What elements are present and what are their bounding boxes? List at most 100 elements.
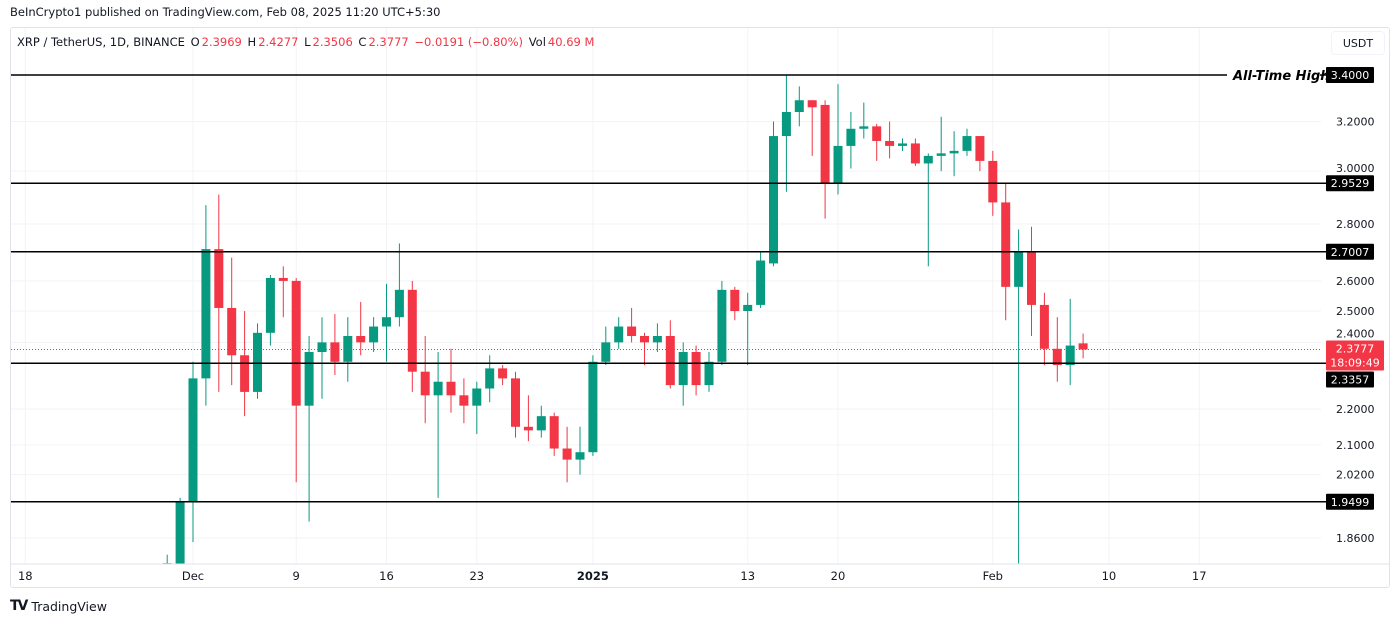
candle [665, 320, 675, 389]
candle-body [485, 368, 495, 389]
candle [923, 153, 933, 267]
candle-body [1039, 304, 1049, 349]
candle [833, 84, 843, 195]
time-tick-label: 18 [18, 569, 33, 583]
candle-body [936, 153, 946, 156]
candle [575, 426, 585, 475]
symbol-legend: XRP / TetherUS, 1D, BINANCE O 2.3969 H 2.4… [17, 35, 596, 49]
candle-body [394, 289, 404, 318]
price-tick-label: 2.5000 [1336, 305, 1375, 318]
candle-body [898, 143, 907, 146]
candle [717, 280, 727, 366]
price-tick-label: 2.1000 [1336, 439, 1375, 452]
close-value: 2.3777 [368, 35, 409, 49]
candle [691, 345, 701, 396]
candle-body [356, 335, 366, 343]
candle-body [730, 289, 740, 312]
candle [433, 352, 443, 498]
candle [523, 395, 533, 442]
candle [227, 257, 237, 386]
volume-label: Vol [528, 35, 546, 49]
price-tick-label: 2.2000 [1336, 403, 1375, 416]
candle [278, 266, 288, 318]
candle-body [214, 249, 224, 308]
candle-body [1078, 343, 1088, 350]
candle [872, 123, 882, 161]
candle [356, 301, 366, 356]
candle-body [253, 332, 262, 392]
candle-body [201, 249, 211, 379]
candle-body [536, 416, 546, 431]
candle-body [614, 326, 624, 343]
candle-body [704, 361, 714, 386]
candle [536, 405, 546, 438]
candle-body [601, 342, 611, 362]
candle-body [872, 126, 882, 141]
candle-body [562, 448, 572, 460]
candle-body [1001, 202, 1011, 287]
publisher-line: BeInCrypto1 published on TradingView.com… [10, 5, 441, 19]
candle-body [652, 335, 662, 343]
candle-body [291, 280, 301, 406]
candle-body [769, 136, 778, 264]
candle-body [304, 352, 314, 406]
candle-body [975, 136, 985, 161]
candle [781, 75, 791, 192]
open-label: O [190, 35, 200, 49]
candle-body [330, 342, 340, 362]
candle [549, 412, 559, 456]
candle-body [949, 150, 959, 154]
candle-body [859, 126, 869, 129]
level-price-badge [1326, 493, 1374, 510]
price-tick-label: 1.8600 [1336, 532, 1375, 545]
candle [614, 317, 624, 349]
price-tick-label: 3.0000 [1336, 162, 1375, 175]
candle-body [175, 501, 185, 564]
candle [588, 355, 598, 456]
high-value: 2.4277 [258, 35, 299, 49]
candle [730, 286, 740, 321]
price-axis: 3.2000 3.0000 2.8000 2.6000 2.5000 2.4000 2.20… [1336, 116, 1375, 545]
candle [407, 280, 417, 392]
symbol-name: XRP / TetherUS, 1D, BINANCE [17, 35, 185, 49]
candle-body [743, 304, 753, 312]
candle [756, 251, 766, 308]
price-tick-label: 2.8000 [1336, 218, 1375, 231]
candle [769, 121, 778, 267]
time-tick-label: 23 [469, 569, 484, 583]
candle-body [691, 352, 701, 386]
tradingview-branding[interactable]: TV TradingView [10, 598, 107, 614]
candle-body [1027, 251, 1036, 305]
currency-button[interactable]: USDT [1331, 31, 1385, 55]
candle-body [833, 145, 843, 184]
candle [1027, 226, 1036, 336]
candle-body [278, 277, 288, 281]
candle [898, 138, 907, 151]
candle-body [756, 260, 766, 305]
time-tick-label: 10 [1102, 569, 1117, 583]
candle [627, 307, 637, 343]
candle [936, 116, 946, 172]
last-price-badge [1326, 340, 1384, 371]
level-price-label: 2.7007 [1331, 246, 1370, 259]
level-price-label: 1.9499 [1331, 496, 1370, 509]
candle [265, 275, 275, 346]
candle [498, 365, 508, 386]
candle-body [885, 140, 895, 146]
candle [369, 317, 379, 353]
candle-body [717, 289, 727, 362]
level-price-badge [1326, 175, 1374, 192]
candle [175, 497, 185, 564]
candle [949, 131, 959, 177]
low-label: L [304, 35, 311, 49]
candle-body [498, 368, 508, 379]
candle-body [962, 136, 972, 151]
candle-body [446, 381, 456, 396]
tradingview-logo-icon: TV [10, 598, 28, 614]
candle [1065, 298, 1075, 386]
candle-body [407, 289, 417, 372]
candle-body [678, 352, 688, 386]
candle [459, 378, 469, 424]
candle [472, 381, 482, 434]
